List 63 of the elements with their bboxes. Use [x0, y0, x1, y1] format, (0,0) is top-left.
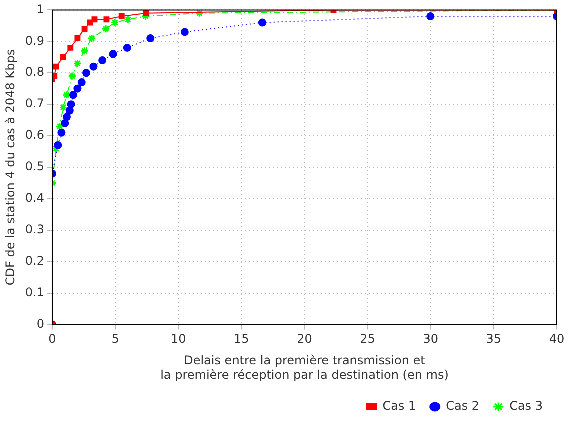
point: [195, 10, 204, 18]
point: [56, 122, 64, 131]
point: [73, 59, 82, 68]
point: [123, 44, 132, 52]
y-tick-label: 0.4: [25, 191, 44, 206]
x-axis-title: Delais entre la première transmission et la première réception par la destination (en ms): [160, 354, 449, 382]
point: [58, 128, 66, 137]
x-tick-label: 20: [297, 332, 312, 346]
x-tick-label: 35: [486, 332, 502, 346]
x-tick-label: 5: [112, 332, 120, 346]
point: [88, 34, 96, 43]
point: [87, 20, 94, 26]
y-tick-label: 0.7: [25, 96, 44, 111]
y-tick-label: 0.8: [25, 65, 44, 80]
point: [109, 50, 118, 58]
point: [80, 46, 90, 56]
point: [61, 119, 70, 128]
x-tick-label: 25: [360, 332, 376, 346]
x-tick-label: 15: [234, 332, 250, 346]
point: [68, 44, 74, 51]
legend-label: Cas 2: [446, 399, 480, 414]
point: [66, 106, 74, 115]
point: [59, 103, 68, 112]
point: [67, 100, 76, 109]
y-axis-title: CDF de la station 4 du cas à 2048 Kbps: [3, 49, 18, 286]
point: [110, 18, 120, 28]
y-tick-label: 0.5: [25, 160, 44, 174]
point: [60, 54, 66, 60]
point: [426, 12, 435, 20]
point: [54, 141, 62, 150]
y-tick-label: 1: [36, 2, 44, 16]
legend-label: Cas 1: [382, 399, 416, 414]
x-tick-label: 10: [170, 332, 186, 346]
point: [92, 16, 98, 23]
point: [68, 72, 77, 81]
point: [74, 84, 82, 93]
y-tick-label: 0.6: [25, 128, 44, 142]
point: [104, 16, 110, 23]
point: [143, 10, 150, 16]
y-tick-label: 0.2: [25, 254, 44, 268]
x-tick-label: 0: [48, 332, 56, 346]
point: [146, 34, 155, 43]
point: [53, 64, 60, 70]
y-tick-label: 0.9: [25, 34, 44, 48]
y-tick-label: 0.1: [25, 285, 44, 300]
point: [74, 36, 81, 42]
y-tick-label: 0: [36, 316, 44, 331]
point: [82, 26, 88, 32]
point: [78, 78, 86, 87]
x-tick-label: 40: [549, 332, 565, 346]
point: [118, 14, 125, 20]
point: [98, 56, 107, 65]
point: [82, 69, 91, 78]
point: [180, 28, 189, 36]
point: [90, 62, 98, 71]
point: [102, 24, 110, 34]
legend-label: Cas 3: [510, 399, 544, 414]
point: [258, 18, 266, 27]
point: [124, 15, 132, 24]
x-tick-label: 30: [423, 332, 439, 346]
y-tick-label: 0.3: [25, 222, 44, 237]
point: [69, 91, 78, 100]
point: [62, 113, 71, 122]
